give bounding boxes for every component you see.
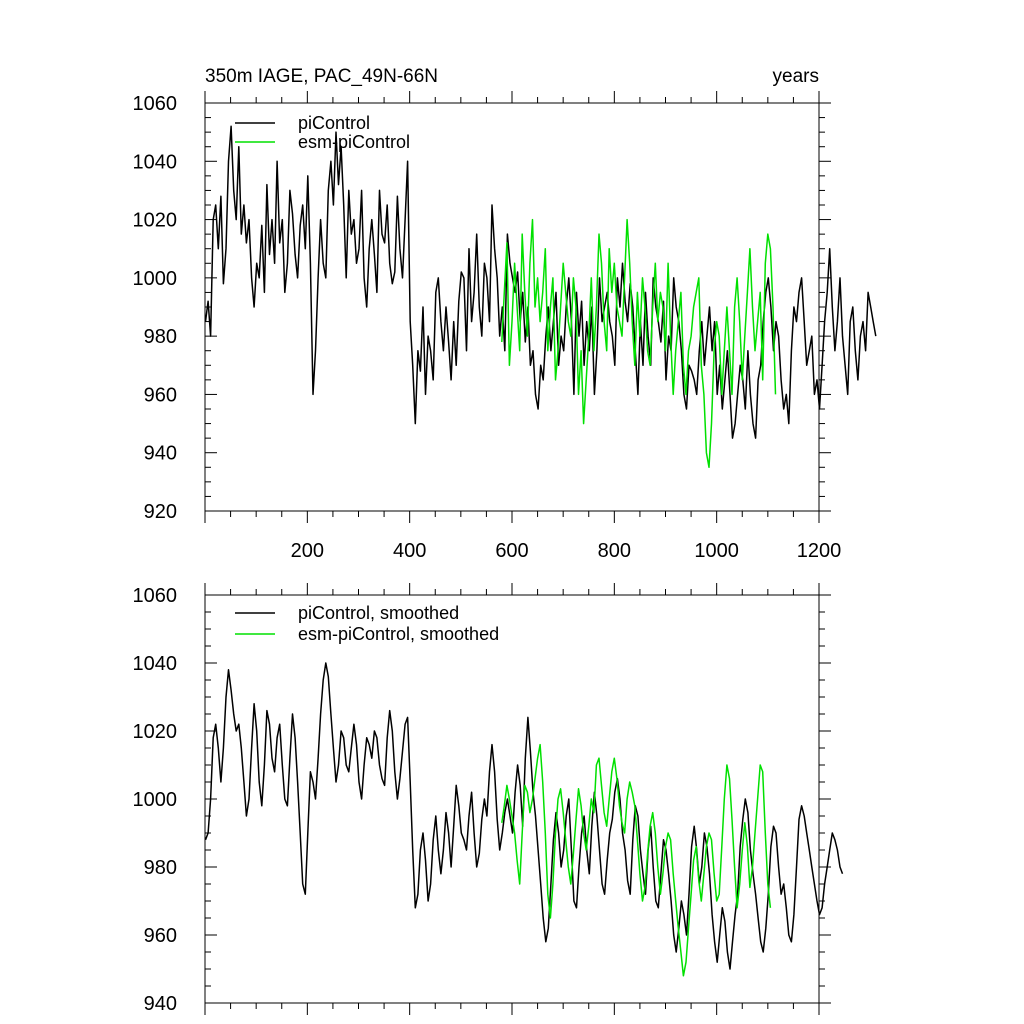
bottom-legend-label-picontrol: piControl, smoothed	[298, 603, 459, 623]
y-tick-label: 960	[144, 384, 177, 406]
x-tick-label: 200	[291, 540, 324, 562]
bottom-legend-label-esm-picontrol: esm-piControl, smoothed	[298, 624, 499, 644]
y-tick-label: 980	[144, 326, 177, 348]
x-tick-label: 1200	[797, 540, 842, 562]
top-legend-label-esm-picontrol: esm-piControl	[298, 132, 410, 152]
y-tick-label: 980	[144, 857, 177, 879]
y-tick-label: 1020	[133, 210, 178, 232]
top-chart-title: 350m IAGE, PAC_49N-66N	[205, 66, 438, 87]
top-axis-ticks: 920 940 960 980 1000 1020 1040 1060 200 400 600 800…	[133, 91, 842, 562]
y-tick-label: 1040	[133, 653, 178, 675]
x-tick-label: 400	[393, 540, 426, 562]
bottom-panel: 940 960 980 1000 1020 1040 1060 piControl, smo…	[133, 583, 844, 1015]
bottom-axis-ticks: 940 960 980 1000 1020 1040 1060	[133, 583, 831, 1015]
y-tick-label: 1000	[133, 268, 178, 290]
y-tick-label: 1020	[133, 721, 178, 743]
bottom-series-group	[204, 662, 844, 977]
bottom-legend: piControl, smoothed esm-piControl, smoot…	[235, 603, 499, 644]
y-tick-label: 1060	[133, 93, 178, 115]
y-tick-label: 1000	[133, 789, 178, 811]
x-tick-label: 600	[495, 540, 528, 562]
x-tick-label: 800	[598, 540, 631, 562]
top-series-group	[204, 125, 877, 469]
series-line-esm-picontrol	[501, 218, 777, 469]
series-line-esm-picontrol-smoothed	[501, 743, 772, 977]
y-tick-label: 940	[144, 993, 177, 1015]
y-tick-label: 1060	[133, 585, 178, 607]
y-tick-label: 940	[144, 443, 177, 465]
y-tick-label: 920	[144, 501, 177, 523]
top-panel: 350m IAGE, PAC_49N-66N years 920 940 960 98…	[133, 66, 877, 562]
top-chart-units: years	[773, 66, 819, 87]
top-legend: piControl esm-piControl	[235, 113, 410, 152]
series-line-picontrol-smoothed	[204, 662, 844, 970]
x-tick-label: 1000	[694, 540, 739, 562]
y-tick-label: 960	[144, 925, 177, 947]
top-legend-label-picontrol: piControl	[298, 113, 370, 133]
y-tick-label: 1040	[133, 151, 178, 173]
